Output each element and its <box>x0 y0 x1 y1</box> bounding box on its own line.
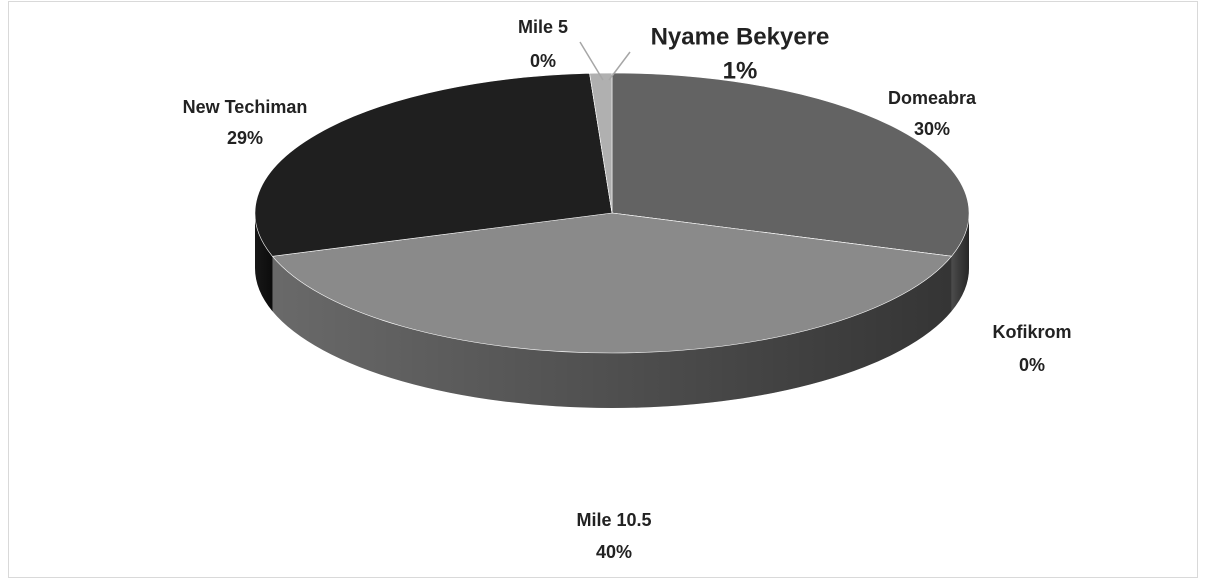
side-shade <box>951 213 969 312</box>
leader-line <box>579 41 604 81</box>
slice-label: Mile 10.5 <box>576 510 651 530</box>
slice-value-label: 30% <box>914 119 950 139</box>
side-shade <box>272 256 952 409</box>
slice-label: Mile 5 <box>518 17 568 37</box>
slice-label: Kofikrom <box>992 322 1071 342</box>
slice <box>254 72 613 257</box>
slice-value-label: 0% <box>530 51 556 71</box>
slice-value-label: 1% <box>723 57 758 84</box>
leader-line <box>608 51 631 81</box>
slice-label: Domeabra <box>888 88 977 108</box>
slice-value-label: 40% <box>596 542 632 562</box>
slice <box>611 72 970 257</box>
side-shade <box>255 213 273 312</box>
slice-value-label: 29% <box>227 128 263 148</box>
slice <box>271 212 953 354</box>
slice-label: New Techiman <box>183 97 308 117</box>
slice-value-label: 0% <box>1019 355 1045 375</box>
slice <box>589 72 613 214</box>
slice-label: Nyame Bekyere <box>651 23 830 50</box>
